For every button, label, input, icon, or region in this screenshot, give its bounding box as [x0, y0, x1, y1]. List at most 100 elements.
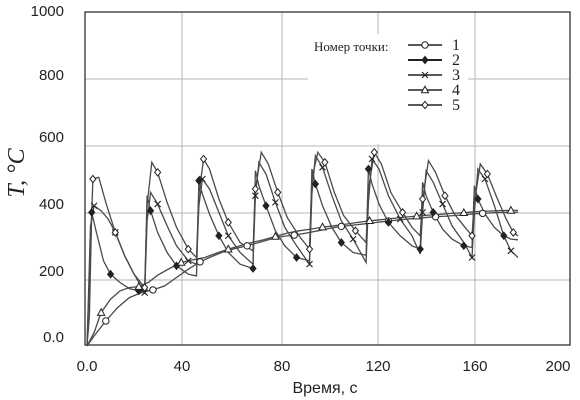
y-axis-label: T, °C: [4, 147, 30, 197]
series-2-marker: [500, 231, 508, 241]
y-tick-label: 1000: [31, 3, 64, 20]
series-2-marker: [429, 208, 437, 217]
x-tick-label: 200: [545, 358, 570, 375]
series-4-marker: [506, 205, 516, 214]
series-2-marker: [337, 238, 345, 247]
legend-background: [308, 34, 468, 144]
series-3-marker: [90, 202, 98, 210]
legend-entry-label: 5: [452, 97, 460, 114]
series-2-marker: [364, 164, 373, 174]
series-2-marker: [474, 194, 482, 204]
series-line-3: [86, 153, 519, 347]
series-4-marker: [223, 244, 233, 253]
x-axis-label: Время, с: [292, 380, 357, 397]
y-tick-label: 800: [39, 67, 64, 84]
series-1-marker: [149, 286, 157, 294]
y-tick-label: 200: [39, 263, 64, 280]
series-5-marker: [251, 184, 260, 194]
series-1-marker: [290, 231, 298, 239]
x-tick-label: 0.0: [77, 358, 98, 375]
legend-marker-1: [421, 41, 429, 49]
series-2-marker: [292, 253, 301, 262]
series-4-marker: [318, 222, 327, 231]
series-5-marker: [483, 169, 492, 179]
series-5-marker: [468, 231, 476, 241]
series-4-marker: [134, 281, 144, 290]
series-3-marker: [224, 232, 232, 240]
legend-marker-3: [421, 71, 429, 79]
series-3-marker: [396, 215, 404, 223]
series-4-marker: [459, 207, 469, 217]
y-axis-ticks: 0.0 200 400 600 800 1000: [31, 3, 64, 346]
series-5-marker: [199, 154, 208, 164]
series-markers: [88, 147, 517, 325]
series-3-marker: [141, 289, 149, 296]
series-4-marker: [365, 215, 375, 225]
series-3-marker: [439, 200, 446, 208]
series-3-marker: [349, 235, 357, 243]
series-3-marker: [154, 200, 162, 208]
legend-title: Номер точки:: [314, 39, 388, 54]
y-tick-label: 400: [39, 196, 64, 213]
series-3-marker: [251, 192, 259, 200]
legend-marker-4: [420, 85, 430, 94]
x-tick-label: 40: [174, 358, 191, 375]
series-line-5: [86, 150, 519, 347]
series-4-marker: [176, 257, 186, 266]
series-5-marker: [441, 191, 449, 201]
series-2-marker: [249, 264, 257, 273]
series-line-4: [86, 209, 518, 347]
series-1-marker: [196, 258, 204, 266]
series-1-marker: [102, 317, 110, 325]
series-1-marker: [478, 209, 487, 218]
x-axis-ticks: 0.0 40 80 120 160 200: [77, 358, 571, 375]
series-3-marker: [468, 254, 476, 261]
series-3-marker: [306, 260, 313, 268]
series-3-marker: [419, 209, 426, 216]
series-4-marker: [96, 307, 106, 316]
plot-frame: [84, 11, 571, 346]
legend-entry-label: 2: [452, 52, 460, 69]
series-2-marker: [146, 206, 155, 216]
series-5-marker: [274, 187, 282, 197]
series-4-marker: [270, 231, 280, 240]
series-3-marker: [184, 257, 192, 265]
x-tick-label: 120: [365, 358, 390, 375]
series-5-marker: [141, 283, 149, 292]
series-5-marker: [370, 147, 378, 157]
series-3-marker: [199, 175, 206, 183]
series-5-marker: [398, 208, 407, 217]
series-3-marker: [272, 198, 279, 206]
series-2-marker: [88, 208, 96, 217]
series-5-marker: [111, 228, 119, 237]
legend-entry-label: 1: [452, 37, 460, 54]
series-line-2: [86, 168, 519, 347]
series-5-marker: [321, 157, 329, 167]
series-3-marker: [507, 247, 515, 255]
series-5-marker: [418, 194, 427, 204]
series-2-marker: [215, 231, 223, 241]
y-tick-label: 600: [39, 129, 64, 146]
series-3-marker: [368, 155, 376, 163]
series-lines: [86, 150, 519, 347]
series-2-marker: [106, 269, 115, 279]
series-5-marker: [509, 228, 517, 237]
series-5-marker: [305, 244, 314, 254]
series-2-marker: [262, 201, 270, 211]
series-1-marker: [337, 222, 346, 231]
series-2-marker: [195, 176, 203, 186]
series-2-marker: [416, 244, 424, 254]
series-5-marker: [351, 226, 360, 236]
legend-marker-2: [421, 55, 429, 65]
x-tick-label: 160: [462, 358, 487, 375]
series-4-marker: [412, 211, 422, 220]
series-5-marker: [89, 174, 97, 184]
series-5-marker: [184, 244, 192, 254]
series-5-marker: [153, 167, 162, 177]
series-2-marker: [311, 179, 320, 189]
x-tick-label: 80: [274, 358, 291, 375]
legend-entry-label: 3: [452, 67, 460, 84]
